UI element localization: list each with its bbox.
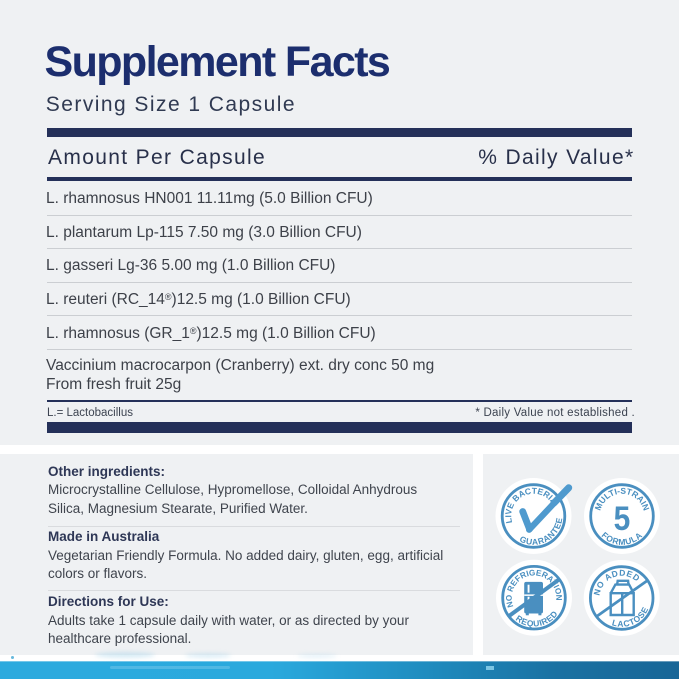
- svg-text:FORMULA: FORMULA: [600, 530, 645, 547]
- svg-text:5: 5: [614, 499, 631, 537]
